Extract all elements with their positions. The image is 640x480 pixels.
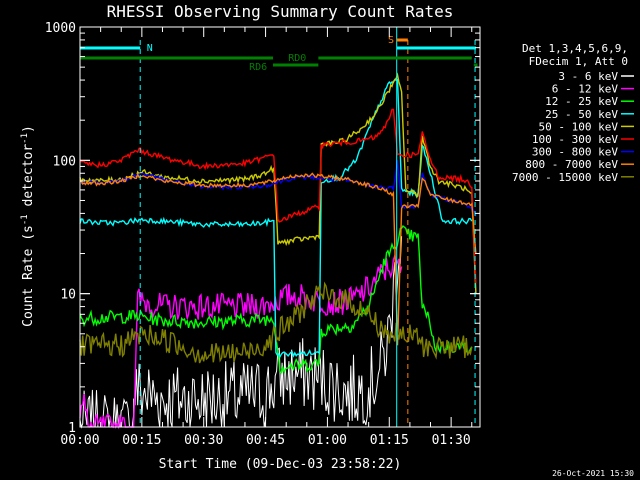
series-line-25-50keV bbox=[79, 78, 473, 359]
plot-frame bbox=[79, 26, 481, 428]
legend-label: 7000 - 15000 keV bbox=[512, 171, 618, 184]
y-axis-label-part: Count Rate (s bbox=[21, 225, 36, 327]
legend-label: 800 - 7000 keV bbox=[525, 158, 618, 171]
x-tick-label: 00:15 bbox=[122, 433, 161, 448]
y-axis-label-sup: -1 bbox=[20, 214, 30, 225]
rd0-gap bbox=[272, 56, 319, 61]
series-line-800-7000keV bbox=[79, 172, 477, 346]
x-tick-label: 01:30 bbox=[432, 433, 471, 448]
x-tick-label: 00:00 bbox=[60, 433, 99, 448]
x-tick-label: 01:00 bbox=[308, 433, 347, 448]
y-tick-label: 1000 bbox=[45, 21, 76, 36]
x-tick-label: 00:30 bbox=[184, 433, 223, 448]
flags-layer: N S RD0 RD6 bbox=[79, 27, 478, 427]
series-line-50-100keV bbox=[79, 72, 477, 294]
timestamp: 26-Oct-2021 15:30 bbox=[552, 469, 634, 478]
series-line-7000-15000keV bbox=[79, 281, 473, 364]
flag-label-rd0: RD0 bbox=[288, 53, 306, 64]
y-tick-label: 1 bbox=[68, 421, 76, 436]
legend-header-line1: Det 1,3,4,5,6,9, bbox=[522, 42, 628, 55]
series-layer bbox=[79, 72, 477, 430]
y-axis-label-sup: -1 bbox=[20, 133, 30, 144]
x-tick-label: 01:15 bbox=[370, 433, 409, 448]
legend-label: 100 - 300 keV bbox=[532, 133, 618, 146]
y-axis-label-part: ) bbox=[21, 125, 36, 133]
series-line-100-300keV bbox=[79, 108, 477, 284]
series-line-300-800keV bbox=[79, 160, 477, 217]
y-axis-label-part: detector bbox=[21, 144, 36, 215]
flag-label-s: S bbox=[388, 35, 394, 46]
legend-header-line2: FDecim 1, Att 0 bbox=[529, 55, 628, 68]
legend-label: 50 - 100 keV bbox=[539, 120, 619, 133]
y-tick-label: 100 bbox=[53, 154, 76, 169]
flag-label-rd6: RD6 bbox=[249, 62, 267, 73]
legend-label: 25 - 50 keV bbox=[545, 108, 618, 121]
legend-label: 12 - 25 keV bbox=[545, 95, 618, 108]
legend-label: 6 - 12 keV bbox=[552, 83, 619, 96]
chart-title: RHESSI Observing Summary Count Rates bbox=[107, 2, 454, 21]
y-tick-label: 10 bbox=[60, 288, 76, 303]
flag-label-n: N bbox=[147, 43, 153, 54]
series-line-12-25keV bbox=[79, 224, 473, 374]
y-axis-label: Count Rate (s-1 detector-1) bbox=[20, 125, 36, 327]
axes-layer: 00:00 00:15 00:30 00:45 01:00 01:15 01:30 1 10 10… bbox=[45, 21, 481, 448]
legend-label: 3 - 6 keV bbox=[558, 70, 618, 83]
x-tick-label: 00:45 bbox=[246, 433, 285, 448]
x-axis-label: Start Time (09-Dec-03 23:58:22) bbox=[159, 457, 402, 472]
legend-label: 300 - 800 keV bbox=[532, 146, 618, 159]
